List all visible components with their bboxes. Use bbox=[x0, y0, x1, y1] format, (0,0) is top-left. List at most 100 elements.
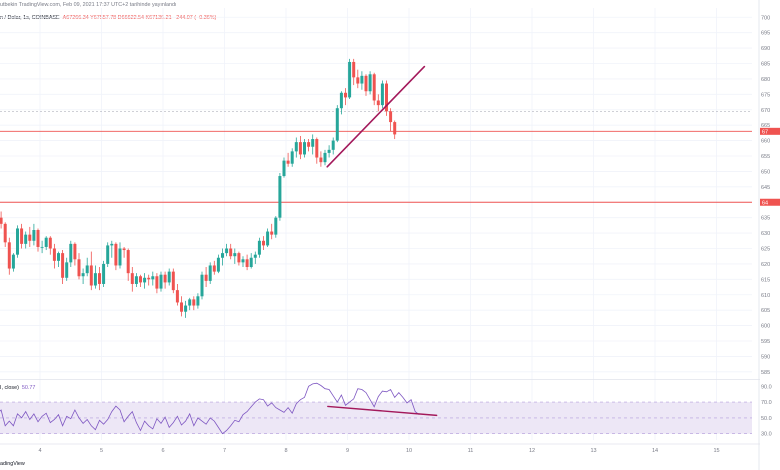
candle-body bbox=[167, 271, 171, 283]
candle-body bbox=[245, 259, 249, 267]
candle-body bbox=[233, 253, 237, 257]
price-trendline[interactable] bbox=[326, 65, 426, 168]
candle-body bbox=[36, 230, 40, 247]
candle-body bbox=[303, 142, 306, 155]
time-tick-label: 9 bbox=[346, 448, 349, 454]
candle-body bbox=[307, 142, 311, 147]
rsi-value: 50.77 bbox=[21, 385, 36, 391]
price-tick-label: 585 bbox=[761, 370, 770, 376]
price-tick-label: 615 bbox=[761, 277, 770, 283]
candle-body bbox=[32, 230, 36, 241]
candle-body bbox=[385, 83, 388, 112]
candle-body bbox=[44, 237, 48, 247]
candle-body bbox=[241, 259, 245, 263]
symbol-name[interactable]: n / Dolar, 1s, COINBASE bbox=[0, 15, 60, 21]
candle-body bbox=[3, 223, 7, 243]
rsi-band bbox=[0, 402, 752, 434]
candle-body bbox=[249, 257, 253, 267]
price-tick-label: 595 bbox=[761, 339, 770, 345]
horizontal-lines[interactable] bbox=[0, 130, 752, 203]
time-axis[interactable]: 4 5 6 7 8 9 10 11 12 13 14 15 bbox=[38, 448, 719, 454]
candle-body bbox=[192, 299, 196, 306]
candle-body bbox=[139, 276, 142, 283]
time-tick-label: 7 bbox=[223, 448, 226, 454]
rsi-divergence-line[interactable] bbox=[327, 405, 438, 417]
rsi-name[interactable]: I, close) bbox=[0, 385, 19, 391]
price-tick-label: 590 bbox=[761, 354, 770, 360]
drawings[interactable] bbox=[326, 65, 438, 417]
candle-body bbox=[134, 276, 138, 284]
price-tick-label: 605 bbox=[761, 308, 770, 314]
candle-body bbox=[274, 217, 278, 235]
price-tick-label: 685 bbox=[761, 62, 770, 68]
price-tick-label: 600 bbox=[761, 324, 770, 330]
time-tick-label: 5 bbox=[100, 448, 103, 454]
candle-body bbox=[28, 234, 32, 241]
price-badge bbox=[760, 127, 780, 135]
time-tick-label: 14 bbox=[652, 448, 658, 454]
publish-line: utbekin TradingView.com, Feb 09, 2021 17… bbox=[0, 2, 177, 8]
candle-body bbox=[229, 248, 233, 257]
candle-body bbox=[257, 240, 261, 255]
candle-body bbox=[180, 302, 183, 312]
price-axis[interactable]: 7006956906856806756706656606556506456406… bbox=[760, 15, 780, 438]
candle-body bbox=[282, 160, 286, 177]
candle-body bbox=[286, 160, 290, 164]
candle-body bbox=[372, 74, 376, 101]
candle-body bbox=[339, 92, 343, 109]
ohlc-values: A67266.34 Y67557.78 D66622.54 K67136.21 … bbox=[62, 15, 217, 21]
candle-body bbox=[331, 140, 335, 150]
rsi-tick-label: 50.0 bbox=[761, 416, 772, 422]
candle-body bbox=[335, 108, 339, 141]
candle-body bbox=[40, 246, 44, 248]
candle-body bbox=[270, 231, 274, 235]
candle-body bbox=[380, 83, 384, 106]
candle-body bbox=[110, 243, 114, 246]
candle-body bbox=[266, 231, 270, 246]
price-tick-label: 610 bbox=[761, 293, 770, 299]
candle-body bbox=[85, 265, 89, 274]
time-tick-label: 10 bbox=[406, 448, 412, 454]
time-tick-label: 15 bbox=[713, 448, 719, 454]
candle-body bbox=[147, 277, 151, 280]
price-badge-label: 67 bbox=[762, 129, 768, 135]
candle-body bbox=[89, 265, 93, 286]
candle-body bbox=[319, 157, 323, 163]
candle-body bbox=[159, 274, 163, 289]
price-tick-label: 630 bbox=[761, 231, 770, 237]
publish-header: utbekin TradingView.com, Feb 09, 2021 17… bbox=[0, 0, 760, 10]
candle-body bbox=[208, 265, 212, 281]
candle-body bbox=[327, 149, 331, 153]
price-badge bbox=[760, 198, 780, 206]
candle-body bbox=[237, 253, 241, 263]
time-tick-label: 12 bbox=[529, 448, 535, 454]
candle-body bbox=[11, 254, 15, 269]
candle-body bbox=[360, 75, 364, 84]
rsi-line bbox=[0, 382, 420, 435]
price-tick-label: 695 bbox=[761, 31, 770, 37]
candle-body bbox=[221, 253, 224, 258]
candle-body bbox=[389, 111, 393, 123]
candle-body bbox=[52, 248, 56, 261]
time-tick-label: 4 bbox=[38, 448, 41, 454]
candle-body bbox=[69, 243, 73, 263]
candle-body bbox=[102, 263, 106, 284]
candle-body bbox=[188, 299, 192, 306]
price-tick-label: 645 bbox=[761, 185, 770, 191]
candle-body bbox=[118, 248, 122, 266]
time-tick-label: 6 bbox=[161, 448, 164, 454]
candle-body bbox=[171, 271, 175, 291]
price-tick-label: 670 bbox=[761, 108, 770, 114]
price-tick-label: 625 bbox=[761, 247, 770, 253]
price-tick-label: 655 bbox=[761, 154, 770, 160]
candle-body bbox=[143, 277, 147, 283]
rsi-pane bbox=[0, 382, 752, 435]
candle-body bbox=[368, 74, 372, 92]
candle-body bbox=[81, 273, 85, 277]
candle-body bbox=[315, 139, 319, 158]
candle-body bbox=[262, 240, 265, 246]
candle-body bbox=[278, 176, 282, 218]
rsi-tick-label: 70.0 bbox=[761, 400, 772, 406]
time-tick-label: 13 bbox=[590, 448, 596, 454]
